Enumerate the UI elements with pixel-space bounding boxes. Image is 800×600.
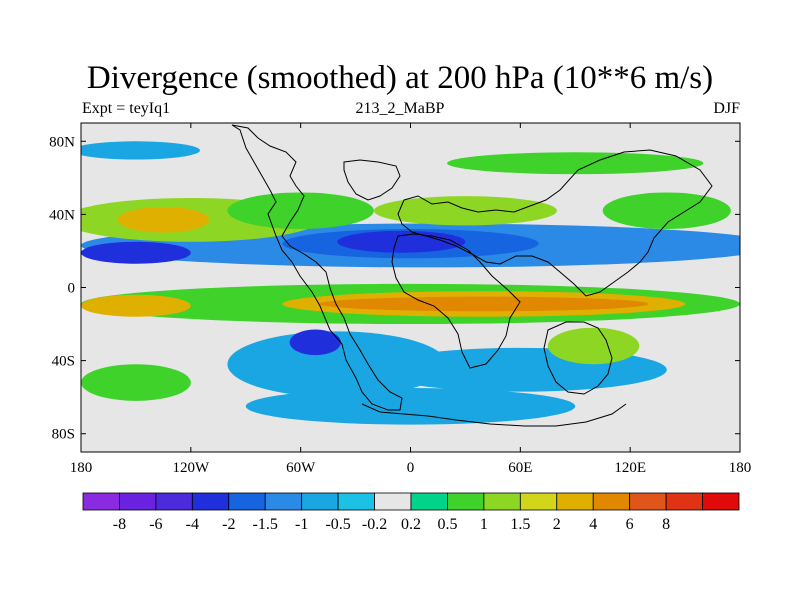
colorbar-label: -1.5 <box>253 516 278 533</box>
colorbar-label: 1.5 <box>510 516 530 533</box>
colorbar-label: 4 <box>589 516 597 533</box>
colorbar-swatch <box>82 492 120 511</box>
experiment-label: Expt = teyIq1 <box>82 100 171 117</box>
divergence-contour-2 <box>81 294 191 317</box>
colorbar-swatch <box>410 492 448 511</box>
divergence-contour-2 <box>117 207 210 233</box>
coastline-australia <box>543 321 613 395</box>
divergence-contour-0.5 <box>602 192 731 230</box>
x-tick-label: 120W <box>172 460 210 476</box>
x-tick-label: 0 <box>407 460 415 476</box>
colorbar-label: 0.5 <box>437 516 457 533</box>
colorbar-label: -2 <box>222 516 235 533</box>
divergence-contour--2 <box>81 241 191 264</box>
colorbar-label: 1 <box>480 516 488 533</box>
colorbar-label: 2 <box>553 516 561 533</box>
colorbar-swatch <box>519 492 558 511</box>
colorbar-swatch <box>191 492 230 511</box>
colorbar-swatch <box>702 492 740 511</box>
divergence-contour-4 <box>318 296 649 312</box>
coastline-americas <box>231 124 403 411</box>
run-label: 213_2_MaBP <box>355 100 445 117</box>
x-tick-label: 120E <box>614 460 646 476</box>
x-tick-label: 60E <box>508 460 532 476</box>
divergence-contour-1 <box>547 327 640 365</box>
y-tick-label: 0 <box>68 281 76 297</box>
colorbar-label: 8 <box>662 516 670 533</box>
divergence-contour-0.5 <box>447 152 704 175</box>
x-tick-label: 60W <box>286 460 316 476</box>
y-tick-label: 40N <box>49 207 75 223</box>
coastline-greenland <box>343 159 401 201</box>
x-tick-label: 180 <box>729 460 752 476</box>
colorbar-label: -0.5 <box>325 516 350 533</box>
y-tick-label: 80S <box>52 427 75 443</box>
divergence-contour--2 <box>289 329 341 356</box>
colorbar-label: 0.2 <box>401 516 421 533</box>
colorbar-swatch <box>264 492 303 511</box>
divergence-field <box>81 141 740 425</box>
colorbar-swatch <box>155 492 193 511</box>
colorbar-swatch <box>592 492 631 511</box>
chart-title: Divergence (smoothed) at 200 hPa (10**6 … <box>86 60 714 96</box>
y-tick-label: 80N <box>49 134 75 150</box>
colorbar-swatch <box>483 492 521 511</box>
colorbar-swatch <box>629 492 667 511</box>
colorbar-swatch <box>374 492 412 511</box>
y-tick-label: 40S <box>52 354 75 370</box>
divergence-contour--0.5 <box>81 141 200 160</box>
coastline-antarctica <box>361 403 627 427</box>
colorbar-label: -1 <box>295 516 308 533</box>
colorbar: -8 -6 -4 -2 -1.5 -1 -0.5 -0.2 0.2 0.5 1 1.5 2 4 6 8 <box>82 492 740 533</box>
divergence-contour-0.5 <box>81 364 191 401</box>
colorbar-label: -4 <box>186 516 199 533</box>
colorbar-swatch <box>119 492 157 511</box>
colorbar-label: -0.2 <box>362 516 387 533</box>
colorbar-label: 6 <box>626 516 634 533</box>
coastlines <box>231 124 713 427</box>
colorbar-swatch <box>556 492 594 511</box>
season-label: DJF <box>713 100 740 117</box>
divergence-contour-1 <box>373 196 557 226</box>
colorbar-swatch <box>301 492 339 511</box>
coastline-africa <box>391 233 521 369</box>
divergence-contour--0.5 <box>245 388 576 425</box>
colorbar-label: -8 <box>113 516 126 533</box>
divergence-contour--0.5 <box>227 331 448 398</box>
colorbar-swatch <box>228 492 266 511</box>
x-tick-label: 180 <box>70 460 93 476</box>
divergence-contour-0.5 <box>227 192 374 230</box>
colorbar-swatch <box>337 492 375 511</box>
colorbar-swatch <box>665 492 703 511</box>
colorbar-label: -6 <box>149 516 162 533</box>
colorbar-swatch <box>447 492 485 511</box>
axes: 180 120W 60W 0 60E 120E 180 80N 40N 0 40S 80S <box>49 123 751 476</box>
